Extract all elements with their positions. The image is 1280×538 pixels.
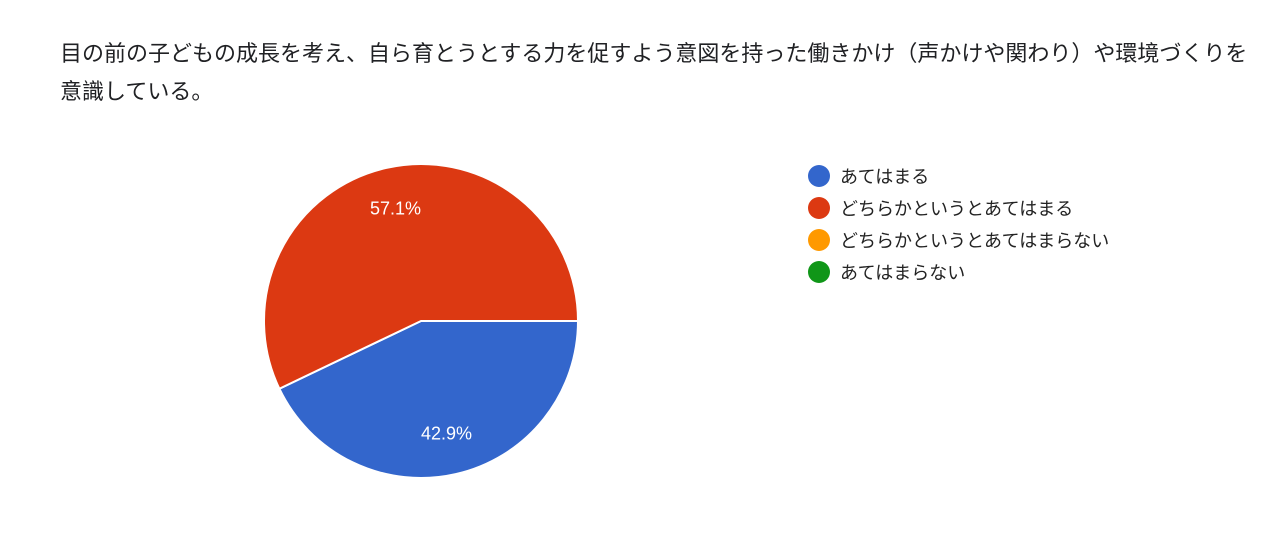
pie-slice-label-2: 57.1% [370,198,421,218]
legend-item-1[interactable]: あてはまる [808,160,1109,192]
legend-label: どちらかというとあてはまる [840,199,1074,220]
legend-label: どちらかというとあてはまらない [840,231,1110,252]
legend-item-2[interactable]: どちらかというとあてはまる [808,192,1109,224]
legend-swatch-icon [808,229,830,251]
pie-slice-label-1: 42.9% [421,424,472,444]
legend-label: あてはまらない [840,263,966,284]
legend-swatch-icon [808,165,830,187]
pie-slice-2[interactable] [263,163,580,391]
legend-item-4[interactable]: あてはまらない [808,256,1109,288]
legend-item-3[interactable]: どちらかというとあてはまらない [808,224,1109,256]
chart-legend: あてはまるどちらかというとあてはまるどちらかというとあてはまらない あてはまらない [808,160,1109,288]
pie-slice-1[interactable] [278,320,580,479]
legend-swatch-icon [808,197,830,219]
legend-label: あてはまる [840,167,930,188]
question-title: 目の前の子どもの成長を考え、自ら育とうとする力を促すよう意図を持った働きかけ（声… [60,42,1248,105]
pie-chart: 42.9% 57.1% [263,163,580,479]
legend-swatch-icon [808,261,830,283]
